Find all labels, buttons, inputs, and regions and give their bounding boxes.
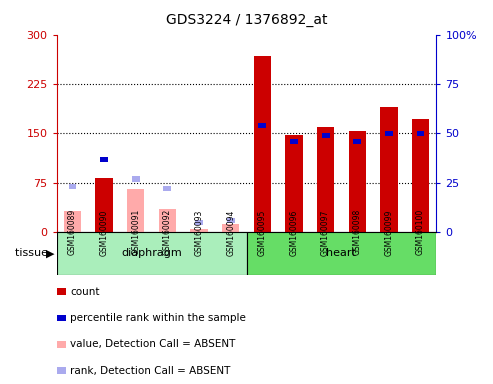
Text: percentile rank within the sample: percentile rank within the sample [70,313,246,323]
Bar [253,56,271,232]
Text: GSM160096: GSM160096 [289,209,298,255]
Text: GSM160090: GSM160090 [100,209,108,255]
Bar [222,224,240,232]
Text: GSM160098: GSM160098 [352,209,362,255]
Text: value, Detection Call = ABSENT: value, Detection Call = ABSENT [70,339,236,349]
Text: heart: heart [326,248,356,258]
Bar [317,127,334,232]
Bar [417,131,424,136]
FancyBboxPatch shape [246,232,436,275]
Bar [353,139,361,144]
Bar [164,186,172,192]
Text: GSM160097: GSM160097 [321,209,330,255]
Bar [100,157,108,162]
Text: diaphragm: diaphragm [121,248,182,258]
FancyBboxPatch shape [57,232,246,275]
Bar [190,229,208,232]
Bar [321,133,329,138]
Text: tissue: tissue [15,248,52,258]
Bar [290,139,298,144]
Bar [132,176,140,182]
Bar [412,119,429,232]
Text: GSM160095: GSM160095 [258,209,267,255]
Text: GSM160099: GSM160099 [385,209,393,255]
Text: GSM160089: GSM160089 [68,209,77,255]
Bar [285,135,303,232]
Text: GDS3224 / 1376892_at: GDS3224 / 1376892_at [166,13,327,27]
Bar [258,123,266,128]
Bar [69,184,76,189]
Text: count: count [70,286,100,296]
Text: ▶: ▶ [46,248,54,258]
Bar [227,218,235,223]
Text: rank, Detection Call = ABSENT: rank, Detection Call = ABSENT [70,366,231,376]
Text: GSM160091: GSM160091 [131,209,141,255]
Bar [349,131,366,232]
Bar [195,220,203,225]
Bar [159,209,176,232]
Text: GSM160100: GSM160100 [416,209,425,255]
Bar [380,107,397,232]
Bar [385,131,393,136]
Bar [64,210,81,232]
Bar [127,189,144,232]
Text: GSM160092: GSM160092 [163,209,172,255]
Text: GSM160093: GSM160093 [195,209,204,255]
Bar [96,178,113,232]
Text: GSM160094: GSM160094 [226,209,235,255]
